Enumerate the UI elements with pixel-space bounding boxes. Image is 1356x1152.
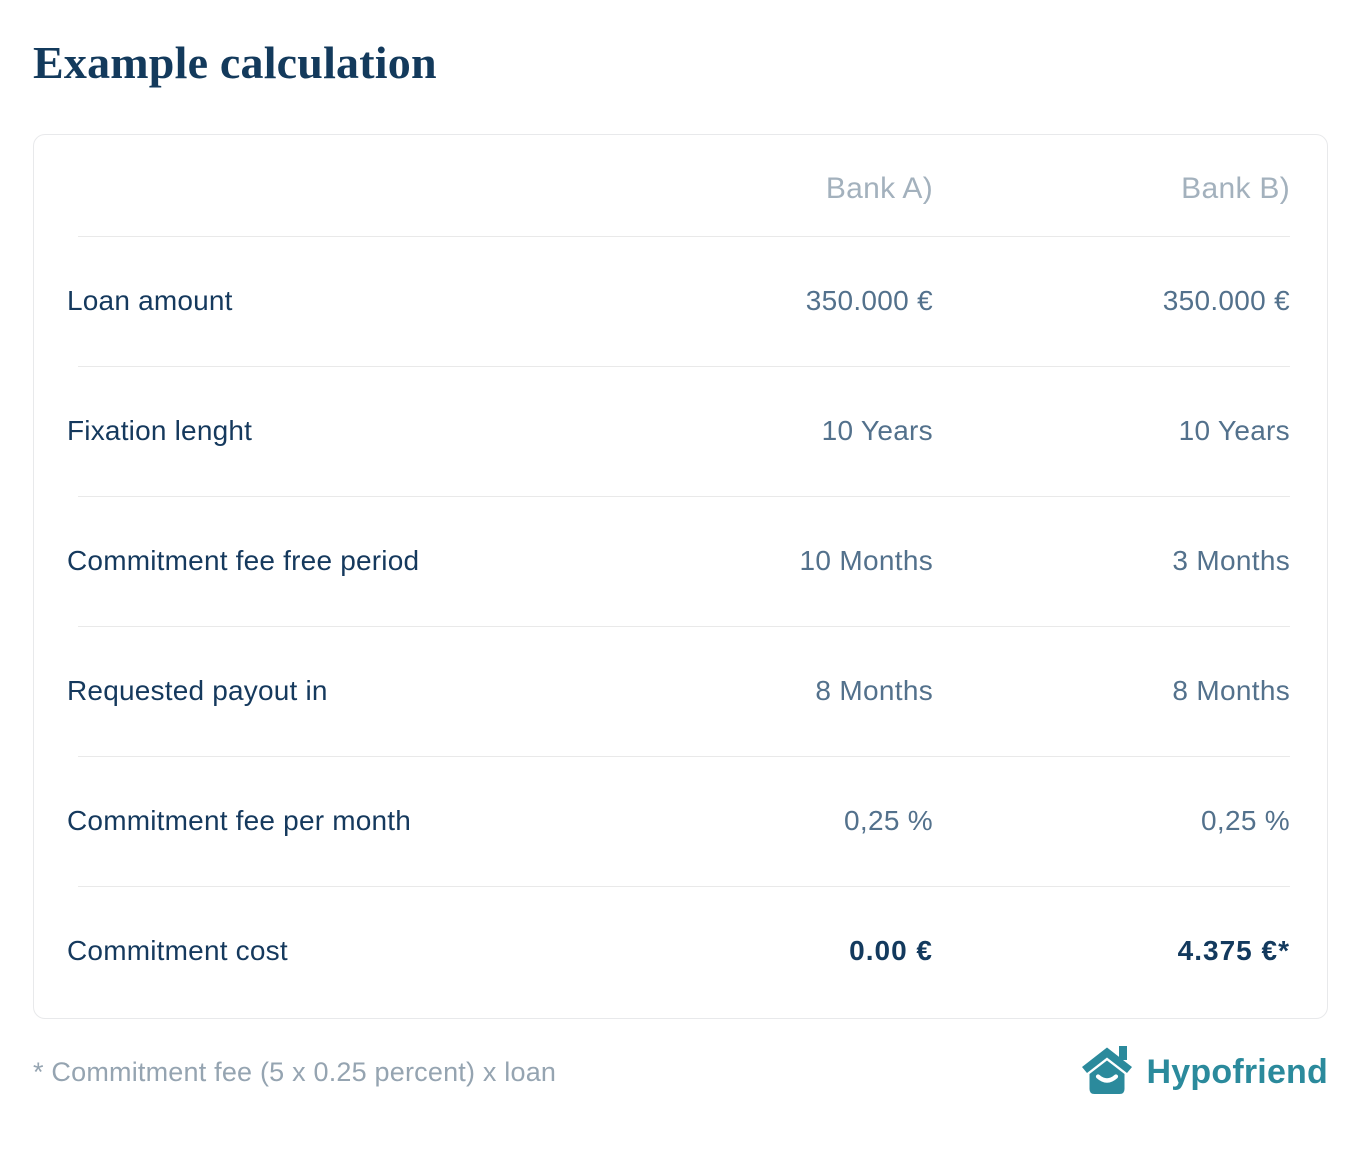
bank-a-value: 350.000 € (805, 285, 933, 317)
footer: * Commitment fee (5 x 0.25 percent) x lo… (33, 1044, 1328, 1101)
table-row-requested-payout-in: Requested payout in 8 Months 8 Months (67, 627, 1290, 756)
table-row-commitment-cost: Commitment cost 0.00 € 4.375 €* (67, 887, 1290, 1016)
bank-a-value: 0.00 € (849, 935, 933, 967)
row-divider (78, 235, 1290, 237)
bank-a-value: 10 Months (799, 545, 933, 577)
row-divider (78, 755, 1290, 757)
row-label: Requested payout in (67, 675, 328, 707)
row-divider (78, 495, 1290, 497)
bank-b-value: 10 Years (1178, 415, 1290, 447)
brand-name: Hypofriend (1146, 1052, 1328, 1091)
row-label: Commitment fee per month (67, 805, 412, 837)
bank-b-value: 0,25 % (1201, 805, 1290, 837)
bank-a-value: 8 Months (815, 675, 933, 707)
row-label: Commitment fee free period (67, 545, 420, 577)
page-title: Example calculation (33, 37, 437, 88)
calculation-card: Bank A) Bank B) Loan amount 350.000 € 35… (33, 133, 1328, 1019)
bank-a-value: 10 Years (821, 415, 933, 447)
table-row-commitment-fee-per-month: Commitment fee per month 0,25 % 0,25 % (67, 757, 1290, 886)
brand-logo: Hypofriend (1080, 1044, 1328, 1101)
bank-b-value: 8 Months (1172, 675, 1290, 707)
row-label: Fixation lenght (67, 415, 253, 447)
footnote: * Commitment fee (5 x 0.25 percent) x lo… (33, 1056, 557, 1087)
table-row-loan-amount: Loan amount 350.000 € 350.000 € (67, 237, 1290, 366)
row-divider (78, 365, 1290, 367)
column-header-bank-b: Bank B) (1181, 172, 1290, 206)
bank-a-value: 0,25 % (844, 805, 933, 837)
table-row-commitment-fee-free-period: Commitment fee free period 10 Months 3 M… (67, 497, 1290, 626)
row-divider (78, 885, 1290, 887)
bank-b-value: 350.000 € (1162, 285, 1290, 317)
row-label: Loan amount (67, 285, 233, 317)
bank-b-value: 3 Months (1172, 545, 1290, 577)
bank-b-value: 4.375 €* (1177, 935, 1290, 967)
table-row-fixation-length: Fixation lenght 10 Years 10 Years (67, 367, 1290, 496)
row-label: Commitment cost (67, 935, 288, 967)
row-divider (78, 625, 1290, 627)
table-header-row: Bank A) Bank B) (67, 135, 1290, 236)
house-icon (1080, 1044, 1134, 1101)
column-header-bank-a: Bank A) (825, 172, 933, 206)
